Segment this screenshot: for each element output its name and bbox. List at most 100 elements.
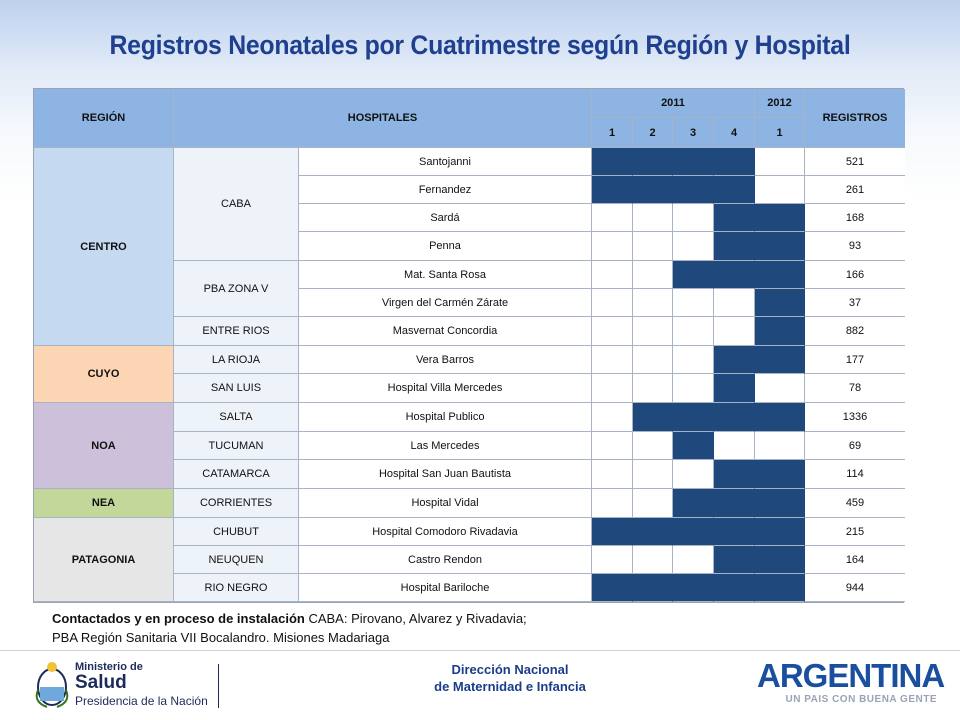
- hospital-name: Hospital Publico: [299, 403, 592, 432]
- period-bar: [633, 574, 673, 602]
- period-empty: [673, 232, 714, 261]
- period-bar: [755, 574, 805, 602]
- note-line1: CABA: Pirovano, Alvarez y Rivadavia;: [304, 611, 527, 626]
- period-bar: [592, 176, 633, 204]
- period-empty: [755, 176, 805, 204]
- hospital-name: Masvernat Concordia: [299, 317, 592, 346]
- period-empty: [714, 317, 755, 346]
- page-title: Registros Neonatales por Cuatrimestre se…: [109, 30, 851, 60]
- period-empty: [633, 546, 673, 574]
- period-bar: [714, 261, 755, 289]
- registros-value: 459: [805, 489, 905, 518]
- header-region: REGIÓN: [34, 89, 174, 148]
- hospital-name: Fernandez: [299, 176, 592, 204]
- period-bar: [633, 176, 673, 204]
- subregion-rio-negro: RIO NEGRO: [174, 574, 299, 602]
- period-empty: [673, 204, 714, 232]
- period-bar: [633, 518, 673, 546]
- footer-divider: [0, 650, 960, 651]
- period-empty: [633, 317, 673, 346]
- hospital-name: Virgen del Carmén Zárate: [299, 289, 592, 317]
- registros-value: 164: [805, 546, 905, 574]
- subregion-corrientes: CORRIENTES: [174, 489, 299, 518]
- period-bar: [755, 403, 805, 432]
- hospital-name: Vera Barros: [299, 346, 592, 374]
- note-line2: PBA Región Sanitaria VII Bocalandro. Mis…: [52, 630, 390, 645]
- period-bar: [755, 261, 805, 289]
- hospital-name: Las Mercedes: [299, 432, 592, 460]
- hospital-name: Santojanni: [299, 148, 592, 176]
- registros-value: 944: [805, 574, 905, 602]
- brand-name: ARGENTINA: [757, 657, 945, 694]
- period-empty: [592, 346, 633, 374]
- period-empty: [673, 317, 714, 346]
- period-empty: [673, 289, 714, 317]
- header-q5: 1: [755, 118, 805, 148]
- registros-value: 215: [805, 518, 905, 546]
- subregion-la-rioja: LA RIOJA: [174, 346, 299, 374]
- subregion-pba: PBA ZONA V: [174, 261, 299, 317]
- period-empty: [592, 261, 633, 289]
- period-empty: [633, 432, 673, 460]
- period-empty: [633, 204, 673, 232]
- period-empty: [633, 289, 673, 317]
- period-empty: [673, 374, 714, 403]
- registros-value: 114: [805, 460, 905, 489]
- subregion-caba: CABA: [174, 148, 299, 261]
- period-bar: [673, 518, 714, 546]
- direction-line2: de Maternidad e Infancia: [434, 679, 586, 694]
- header-q4: 4: [714, 118, 755, 148]
- installation-note: Contactados y en proceso de instalación …: [52, 609, 912, 647]
- header-hospitales: HOSPITALES: [174, 89, 592, 148]
- period-empty: [633, 374, 673, 403]
- period-bar: [673, 489, 714, 518]
- registros-value: 69: [805, 432, 905, 460]
- subregion-chubut: CHUBUT: [174, 518, 299, 546]
- period-empty: [592, 374, 633, 403]
- period-empty: [673, 460, 714, 489]
- hospital-name: Hospital Vidal: [299, 489, 592, 518]
- period-bar: [755, 204, 805, 232]
- period-empty: [714, 289, 755, 317]
- period-empty: [633, 346, 673, 374]
- coat-of-arms-icon: [35, 662, 69, 708]
- period-bar: [714, 176, 755, 204]
- hospital-name: Penna: [299, 232, 592, 261]
- brand-tagline: UN PAIS CON BUENA GENTE: [785, 694, 937, 705]
- direction-name: Dirección Nacional de Maternidad e Infan…: [380, 661, 640, 695]
- registros-value: 37: [805, 289, 905, 317]
- period-empty: [673, 546, 714, 574]
- period-bar: [714, 374, 755, 403]
- period-bar: [755, 232, 805, 261]
- region-patagonia: PATAGONIA: [34, 518, 174, 602]
- period-bar: [755, 489, 805, 518]
- registros-value: 521: [805, 148, 905, 176]
- period-bar: [755, 289, 805, 317]
- period-bar: [633, 148, 673, 176]
- period-empty: [592, 432, 633, 460]
- header-registros: REGISTROS: [805, 89, 905, 148]
- subregion-salta: SALTA: [174, 403, 299, 432]
- hospital-name: Hospital Bariloche: [299, 574, 592, 602]
- ministry-line3: Presidencia de la Nación: [75, 694, 208, 708]
- subregion-entre-rios: ENTRE RIOS: [174, 317, 299, 346]
- period-bar: [714, 346, 755, 374]
- period-empty: [633, 489, 673, 518]
- period-empty: [755, 148, 805, 176]
- period-empty: [673, 346, 714, 374]
- period-bar: [755, 346, 805, 374]
- registros-value: 177: [805, 346, 905, 374]
- header-year-2011: 2011: [592, 89, 755, 118]
- direction-line1: Dirección Nacional: [451, 662, 569, 677]
- hospital-name: Mat. Santa Rosa: [299, 261, 592, 289]
- ministry-line1: Ministerio de: [75, 661, 143, 673]
- hospital-name: Hospital Comodoro Rivadavia: [299, 518, 592, 546]
- region-noa: NOA: [34, 403, 174, 489]
- period-bar: [755, 460, 805, 489]
- period-bar: [755, 317, 805, 346]
- header-q2: 2: [633, 118, 673, 148]
- period-bar: [673, 261, 714, 289]
- period-empty: [592, 317, 633, 346]
- region-nea: NEA: [34, 489, 174, 518]
- period-empty: [714, 432, 755, 460]
